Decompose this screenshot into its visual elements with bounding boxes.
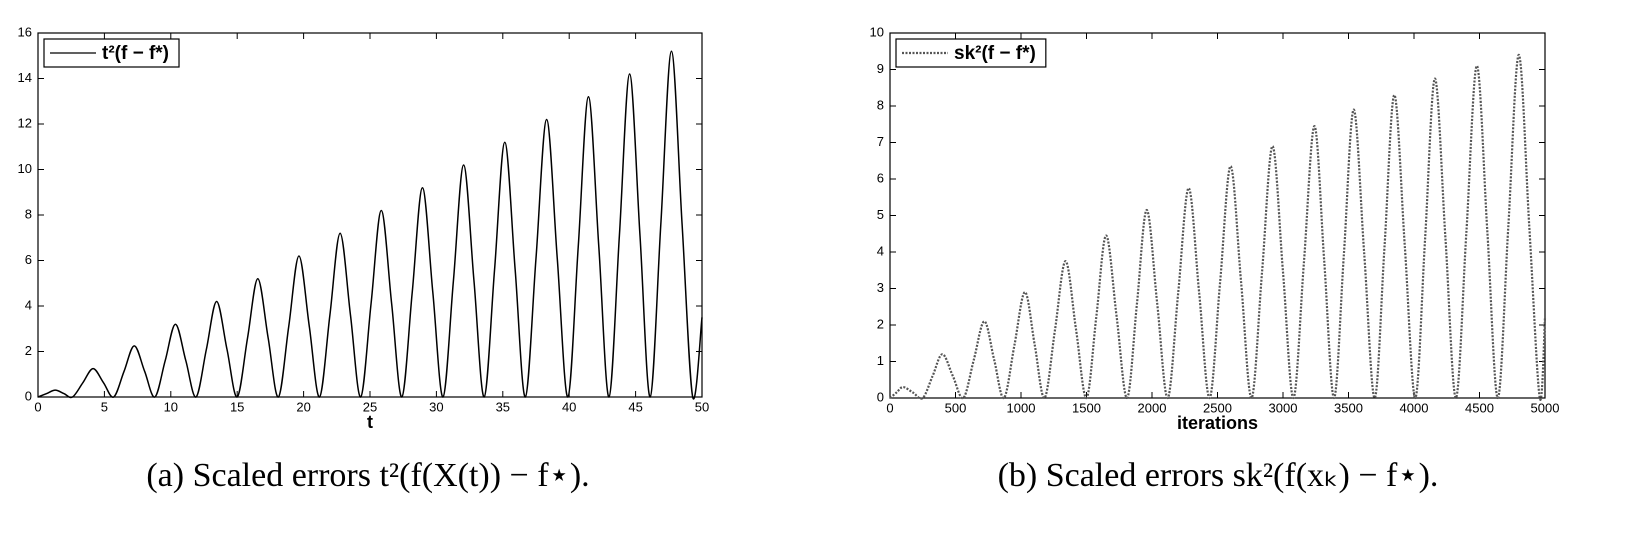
y-tick-label: 4 — [25, 297, 32, 312]
x-tick-label: 500 — [945, 400, 967, 415]
x-tick-label: 4000 — [1400, 400, 1429, 415]
x-tick-label: 30 — [429, 399, 443, 414]
y-tick-label: 0 — [25, 388, 32, 403]
data-line — [37, 50, 703, 400]
x-tick-label: 35 — [496, 399, 510, 414]
x-tick-label: 0 — [34, 399, 41, 414]
y-tick-label: 2 — [877, 316, 884, 331]
x-tick-label: 10 — [164, 399, 178, 414]
x-tick-label: 45 — [628, 399, 642, 414]
x-axis-label: t — [367, 412, 373, 432]
caption: (a) Scaled errors t²(f(X(t)) − f⋆). — [146, 457, 589, 494]
x-tick-label: 3000 — [1269, 400, 1298, 415]
x-tick-label: 20 — [296, 399, 310, 414]
x-tick-label: 5000 — [1531, 400, 1560, 415]
y-tick-label: 6 — [877, 170, 884, 185]
x-tick-label: 2000 — [1138, 400, 1167, 415]
x-tick-label: 2500 — [1203, 400, 1232, 415]
caption: (b) Scaled errors sk²(f(xₖ) − f⋆). — [998, 457, 1439, 494]
x-tick-label: 5 — [101, 399, 108, 414]
y-tick-label: 8 — [25, 206, 32, 221]
y-tick-label: 14 — [18, 70, 32, 85]
y-tick-label: 8 — [877, 97, 884, 112]
x-tick-label: 1000 — [1007, 400, 1036, 415]
y-tick-label: 5 — [877, 207, 884, 222]
x-tick-label: 25 — [363, 399, 377, 414]
x-tick-label: 40 — [562, 399, 576, 414]
y-tick-label: 12 — [18, 115, 32, 130]
y-tick-label: 0 — [877, 389, 884, 404]
y-tick-label: 10 — [870, 24, 884, 39]
x-tick-label: 15 — [230, 399, 244, 414]
y-tick-label: 10 — [18, 161, 32, 176]
y-tick-label: 2 — [25, 343, 32, 358]
plot-frame — [889, 32, 1546, 399]
y-tick-label: 7 — [877, 134, 884, 149]
y-tick-label: 3 — [877, 280, 884, 295]
legend-label: sk²(f − f*) — [954, 43, 1036, 64]
x-tick-label: 4500 — [1465, 400, 1494, 415]
data-line — [889, 53, 1547, 401]
legend-label: t²(f − f*) — [102, 43, 169, 64]
y-tick-label: 9 — [877, 61, 884, 76]
x-tick-label: 0 — [886, 400, 893, 415]
y-tick-label: 1 — [877, 353, 884, 368]
x-tick-label: 1500 — [1072, 400, 1101, 415]
plot-frame — [37, 32, 703, 398]
x-axis-label: iterations — [1177, 413, 1258, 433]
y-tick-label: 16 — [18, 24, 32, 39]
y-tick-label: 6 — [25, 252, 32, 267]
x-tick-label: 3500 — [1334, 400, 1363, 415]
y-tick-label: 4 — [877, 243, 884, 258]
x-tick-label: 50 — [695, 399, 709, 414]
